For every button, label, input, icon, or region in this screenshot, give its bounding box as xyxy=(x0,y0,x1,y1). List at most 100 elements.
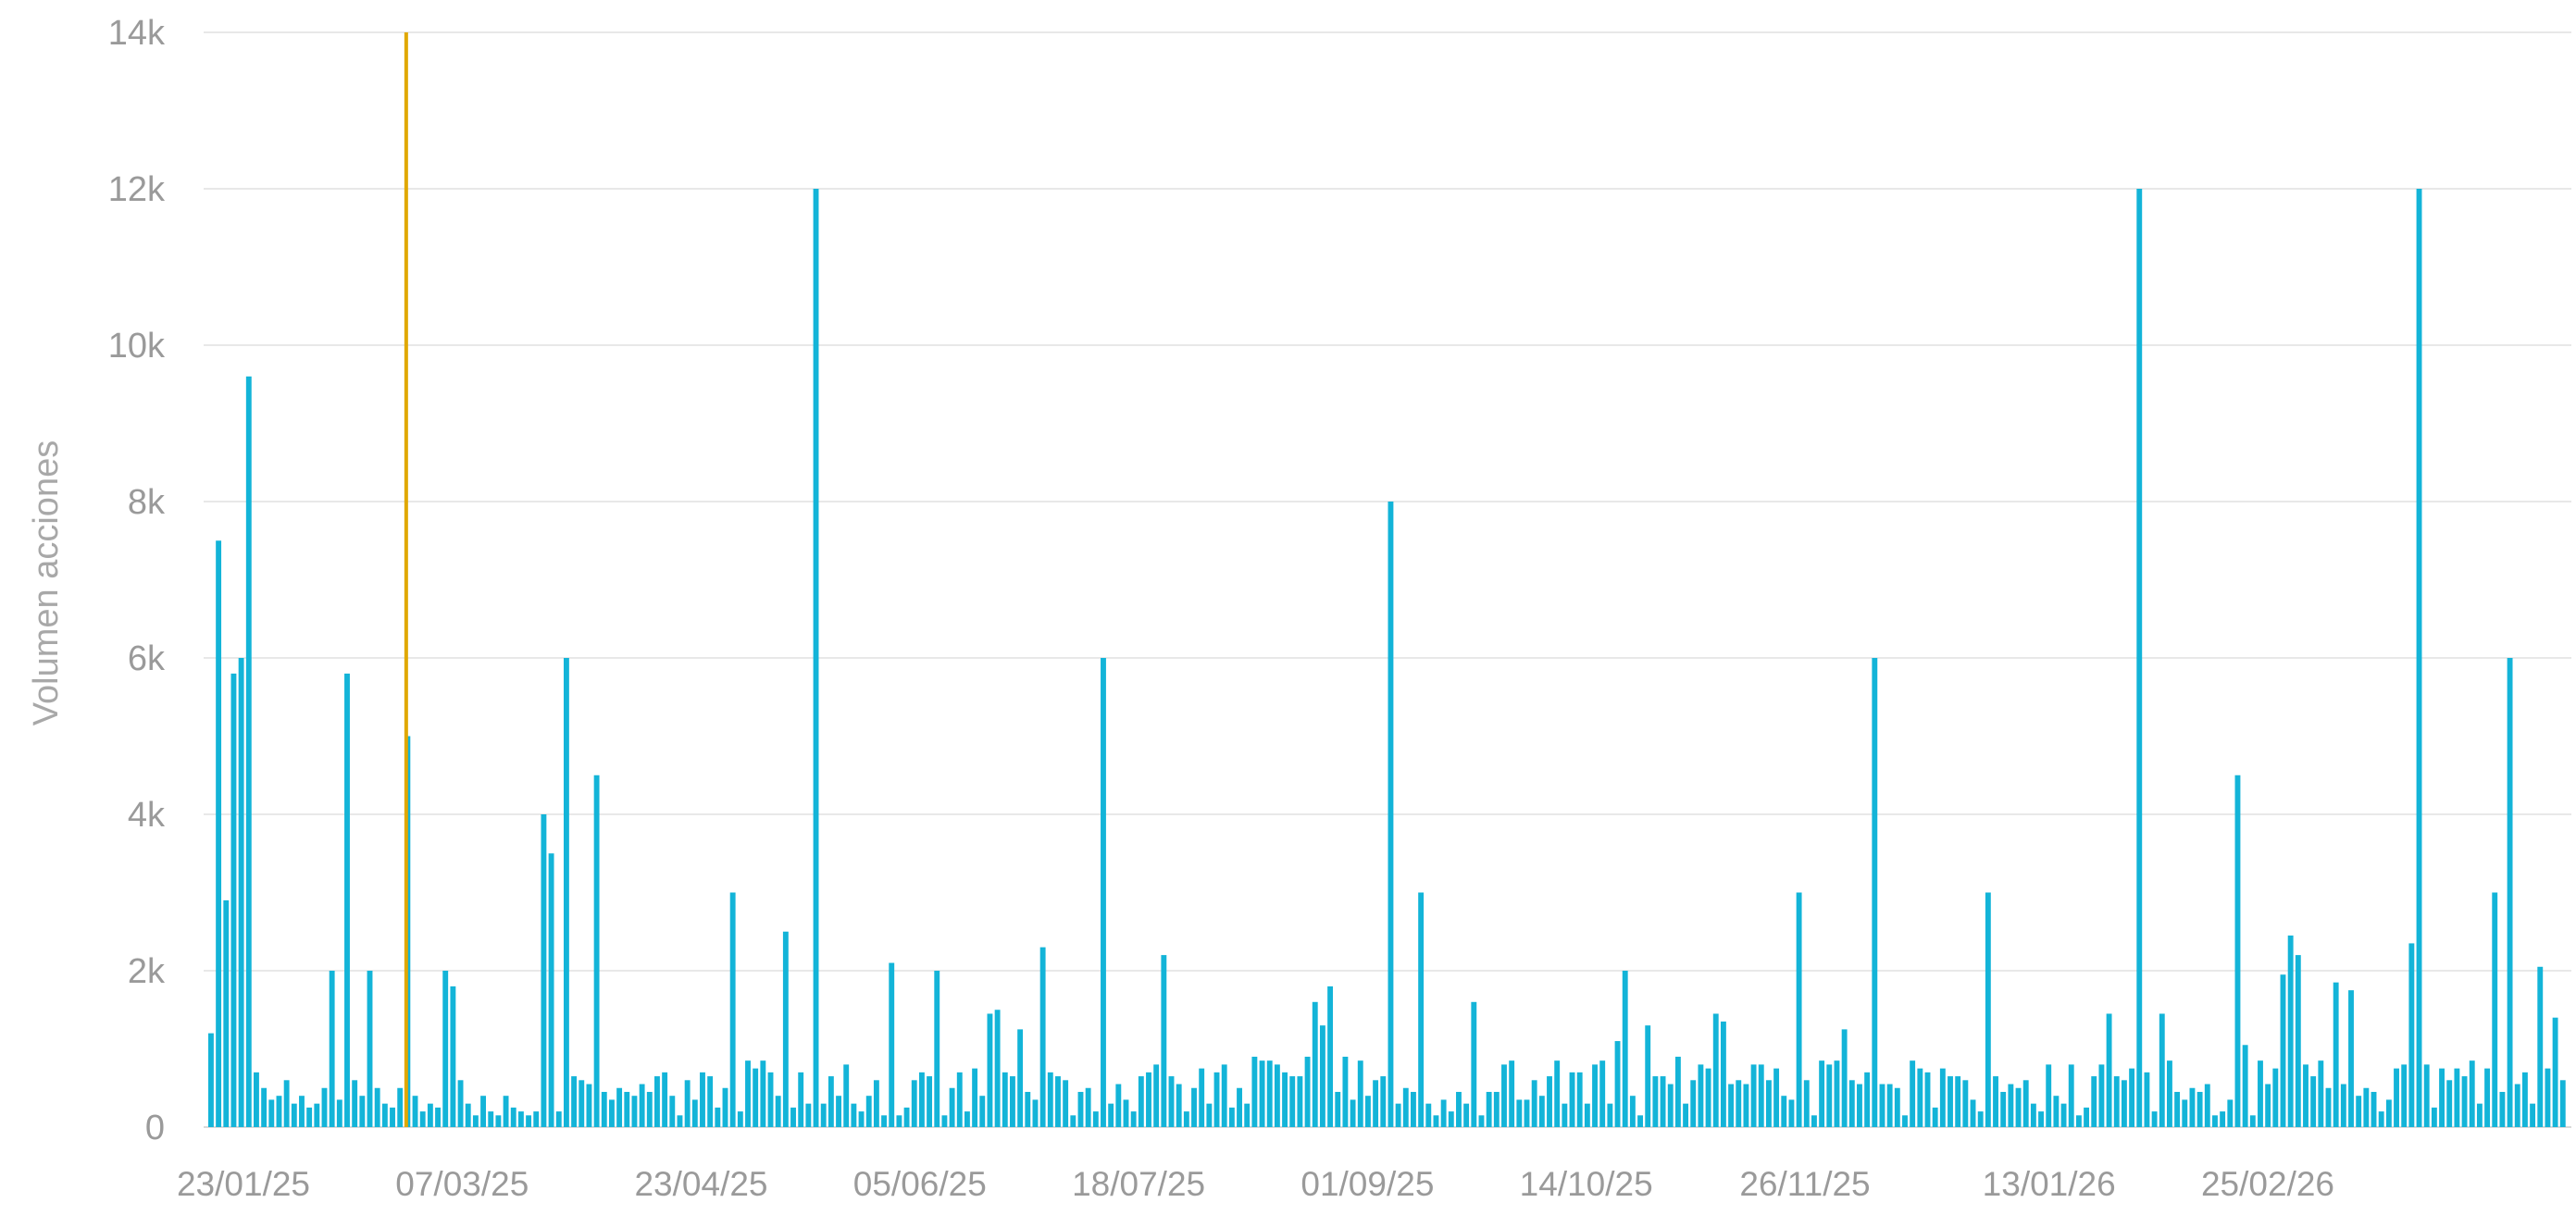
volume-bar xyxy=(1085,1087,1091,1127)
volume-bar xyxy=(1213,1072,1220,1127)
volume-bar xyxy=(646,1091,653,1127)
volume-bar xyxy=(2295,955,2301,1127)
volume-bar xyxy=(2075,1115,2082,1127)
volume-bar xyxy=(1274,1064,1280,1127)
volume-bar xyxy=(2182,1099,2188,1127)
volume-bar xyxy=(1509,1060,1515,1127)
volume-bar xyxy=(1282,1072,1288,1127)
volume-bar xyxy=(503,1096,509,1127)
volume-bar xyxy=(1146,1072,1151,1127)
volume-bar xyxy=(517,1111,524,1127)
x-tick-label: 05/06/25 xyxy=(853,1165,987,1203)
volume-bar xyxy=(579,1080,585,1127)
volume-bar xyxy=(2060,1103,2067,1127)
volume-bar xyxy=(873,1080,879,1127)
volume-bar xyxy=(1463,1103,1470,1127)
volume-bar xyxy=(798,1072,804,1127)
volume-bar xyxy=(2129,1068,2135,1128)
volume-bar xyxy=(2106,1013,2112,1127)
volume-bar xyxy=(1554,1060,1561,1127)
volume-bar xyxy=(2053,1096,2060,1127)
bars xyxy=(208,189,2566,1128)
volume-bar xyxy=(2521,1072,2528,1127)
volume-bar xyxy=(397,1087,404,1127)
volume-bar xyxy=(1373,1080,1379,1127)
volume-bar xyxy=(2416,189,2422,1127)
x-tick-label: 07/03/25 xyxy=(395,1165,529,1203)
volume-bar xyxy=(1985,892,1991,1127)
volume-bar xyxy=(1228,1107,1235,1128)
volume-bar xyxy=(782,931,789,1127)
volume-bar xyxy=(2348,990,2354,1128)
volume-bar xyxy=(1962,1080,1969,1127)
volume-bar xyxy=(2356,1096,2362,1127)
volume-bar xyxy=(1796,892,1802,1127)
volume-bar xyxy=(1312,1001,1318,1127)
volume-bar xyxy=(903,1107,910,1128)
volume-bar xyxy=(2545,1068,2551,1128)
volume-bar xyxy=(1728,1084,1735,1127)
volume-bar xyxy=(1161,955,1167,1127)
volume-bar xyxy=(2136,189,2143,1127)
volume-bar xyxy=(2385,1099,2392,1127)
volume-bar xyxy=(306,1107,313,1128)
volume-bar xyxy=(367,971,373,1127)
volume-bar xyxy=(1524,1099,1530,1127)
volume-bar xyxy=(510,1107,516,1128)
volume-bar xyxy=(1879,1084,1885,1127)
volume-bar xyxy=(1690,1080,1697,1127)
volume-bar xyxy=(1872,658,1878,1127)
volume-bar xyxy=(881,1115,887,1127)
volume-bar xyxy=(2423,1064,2430,1127)
volume-bar xyxy=(760,1060,766,1127)
volume-bar xyxy=(1425,1103,1432,1127)
volume-bar xyxy=(1395,1103,1401,1127)
volume-bar xyxy=(1168,1076,1175,1127)
volume-bar xyxy=(526,1115,532,1127)
volume-bar xyxy=(548,853,554,1127)
volume-bar xyxy=(1993,1076,1998,1127)
x-tick-label: 23/04/25 xyxy=(634,1165,767,1203)
volume-bar xyxy=(2446,1080,2453,1127)
volume-bar xyxy=(2038,1111,2044,1127)
volume-bar xyxy=(2008,1084,2014,1127)
volume-bar xyxy=(1402,1087,1409,1127)
volume-bar xyxy=(1848,1080,1855,1127)
volume-bar xyxy=(1199,1068,1205,1128)
volume-bar xyxy=(1683,1103,1689,1127)
volume-bar xyxy=(927,1076,933,1127)
volume-bar xyxy=(336,1099,342,1127)
volume-bar xyxy=(2514,1084,2520,1127)
volume-bar xyxy=(2121,1080,2127,1127)
volume-bar xyxy=(1712,1013,1719,1127)
volume-bar xyxy=(1364,1096,1371,1127)
x-tick-label: 26/11/25 xyxy=(1739,1165,1870,1203)
volume-bar xyxy=(2401,1064,2408,1127)
volume-bar xyxy=(684,1080,691,1127)
x-tick-label: 13/01/26 xyxy=(1983,1165,2116,1203)
volume-bar xyxy=(1350,1099,1356,1127)
volume-bar xyxy=(722,1087,728,1127)
volume-bar xyxy=(2189,1087,2196,1127)
volume-bar xyxy=(1841,1029,1848,1128)
volume-bar xyxy=(2174,1091,2181,1127)
volume-bar xyxy=(1939,1068,1946,1128)
volume-bar xyxy=(2151,1111,2158,1127)
volume-bar xyxy=(2431,1107,2437,1128)
volume-bar xyxy=(2242,1045,2248,1127)
volume-bar xyxy=(2340,1084,2346,1127)
volume-bar xyxy=(2408,943,2415,1127)
volume-bar xyxy=(941,1115,948,1127)
volume-bar xyxy=(208,1033,214,1127)
volume-bar xyxy=(1705,1068,1711,1128)
volume-bar xyxy=(1629,1096,1636,1127)
volume-bar xyxy=(1433,1115,1439,1127)
volume-bar xyxy=(934,971,940,1127)
y-tick-label: 14k xyxy=(108,14,166,53)
volume-bar xyxy=(745,1060,751,1127)
volume-bar xyxy=(2220,1111,2226,1127)
volume-bar xyxy=(1411,1091,1416,1127)
volume-bar xyxy=(314,1103,320,1127)
volume-bar xyxy=(1834,1060,1840,1127)
